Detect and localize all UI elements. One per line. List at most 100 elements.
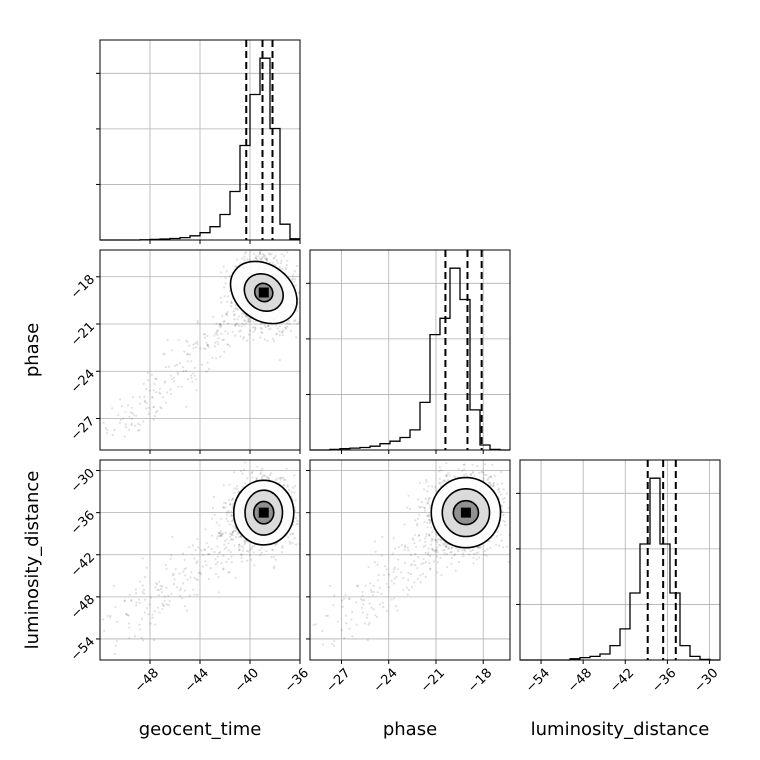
scatter-point (228, 498, 231, 501)
scatter-point (129, 411, 132, 414)
scatter-point (493, 474, 496, 477)
scatter-point (237, 546, 240, 549)
scatter-point (214, 563, 218, 566)
scatter-point (224, 502, 227, 505)
scatter-point (218, 524, 221, 527)
scatter-point (116, 620, 119, 623)
scatter-point (244, 251, 248, 254)
scatter-point (224, 276, 227, 279)
scatter-point (145, 401, 148, 404)
hist-panel-geocent_time (96, 39, 301, 241)
scatter-point (119, 418, 122, 422)
scatter-point (425, 481, 428, 484)
scatter-point (477, 551, 480, 554)
scatter-point (279, 262, 282, 265)
scatter-point (195, 378, 198, 381)
scatter-point (285, 263, 288, 267)
scatter-point (166, 603, 169, 606)
scatter-point (222, 567, 225, 570)
scatter-point (231, 531, 234, 534)
scatter-point (230, 538, 233, 541)
scatter-point (462, 463, 465, 466)
scatter-point (270, 247, 272, 249)
scatter-point (164, 563, 167, 567)
scatter-point (397, 546, 400, 549)
scatter-point (157, 588, 160, 592)
scatter-point (168, 600, 171, 603)
scatter-point (325, 614, 328, 618)
scatter-point (278, 359, 281, 362)
scatter-point (249, 320, 252, 323)
scatter-point (356, 585, 359, 588)
scatter-point (242, 336, 246, 339)
scatter-point (137, 598, 140, 601)
scatter-point (368, 582, 372, 585)
scatter-point (215, 521, 218, 524)
scatter-point (476, 546, 479, 549)
scatter-point (303, 516, 305, 518)
scatter-point (351, 611, 354, 614)
scatter-point (232, 525, 235, 528)
x-tick-label: −44 (182, 666, 212, 696)
scatter-point (444, 545, 448, 548)
scatter-point (284, 326, 287, 329)
scatter-point (172, 582, 175, 586)
scatter-point (233, 318, 236, 321)
scatter-point (236, 322, 239, 325)
scatter-point (106, 429, 109, 432)
scatter-point (432, 560, 435, 563)
scatter-point (235, 485, 239, 488)
scatter-point (461, 549, 464, 552)
scatter-point (154, 586, 157, 589)
scatter-point (243, 468, 246, 471)
scatter-point (206, 361, 209, 364)
scatter-point (174, 568, 177, 571)
scatter-point (442, 542, 445, 545)
scatter-point (400, 571, 403, 574)
scatter-point (134, 588, 137, 591)
scatter-point (445, 545, 448, 548)
scatter-point (378, 586, 381, 589)
scatter-point (106, 614, 109, 618)
scatter-point (219, 529, 222, 533)
scatter-point (340, 629, 343, 632)
scatter-point (155, 582, 158, 585)
scatter-point (293, 537, 296, 540)
scatter-point (411, 537, 414, 540)
scatter-point (229, 538, 232, 541)
scatter-point (286, 484, 289, 487)
scatter-point (219, 271, 222, 274)
scatter-point (171, 377, 174, 381)
hist-panel-luminosity_distance (516, 459, 721, 661)
scatter-point (370, 606, 373, 609)
scatter-point (356, 584, 359, 587)
scatter-point (95, 624, 97, 626)
scatter-point (478, 556, 481, 559)
scatter-point (240, 325, 243, 328)
scatter-point (419, 581, 422, 584)
scatter-point (506, 545, 509, 548)
scatter-point (332, 604, 335, 607)
scatter-point (424, 551, 427, 555)
scatter-point (434, 550, 437, 553)
scatter-point (220, 517, 223, 521)
scatter-point (290, 490, 293, 493)
scatter-point (269, 327, 272, 330)
scatter-point (220, 533, 223, 536)
scatter-point (348, 627, 351, 630)
scatter-point (189, 576, 192, 579)
scatter-point (222, 484, 225, 487)
x-tick-label: −21 (418, 666, 448, 696)
scatter-point (146, 371, 149, 374)
scatter-point (395, 575, 398, 579)
scatter-point (265, 476, 268, 479)
scatter-point (243, 252, 246, 255)
scatter-point (255, 477, 258, 481)
scatter-point (259, 554, 262, 557)
scatter-point (226, 310, 229, 314)
scatter-point (429, 526, 433, 529)
scatter-point (303, 522, 305, 524)
scatter-point (502, 546, 505, 549)
scatter-point (423, 521, 426, 524)
scatter-point (205, 370, 208, 373)
